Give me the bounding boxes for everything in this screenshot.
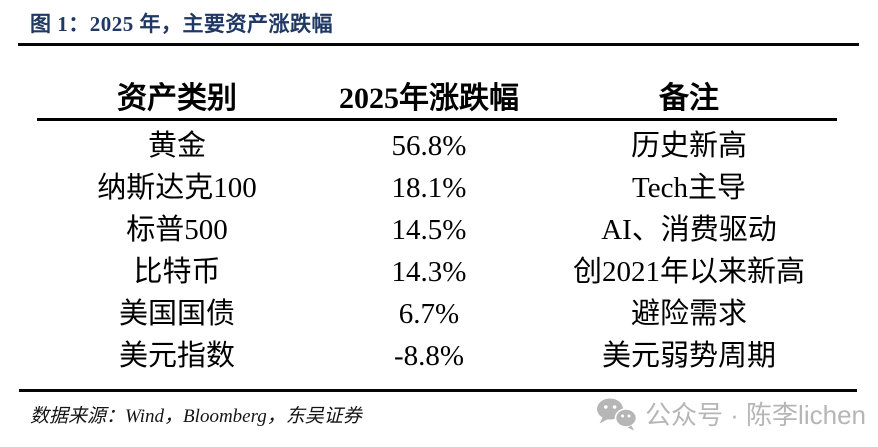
- watermark-label: 公众号 · 陈李lichen: [644, 400, 866, 430]
- wechat-icon: [596, 398, 638, 430]
- table-header-row: 资产类别 2025年涨跌幅 备注: [37, 80, 837, 121]
- data-source: 数据来源：Wind，Bloomberg，东吴证券: [30, 406, 362, 427]
- cell-note: Tech主导: [632, 172, 746, 204]
- table-row: 比特币 14.3% 创2021年以来新高: [37, 251, 837, 293]
- cell-note: 美元弱势周期: [601, 340, 776, 372]
- cell-change: 6.7%: [398, 298, 460, 330]
- cell-change: 14.3%: [391, 256, 467, 288]
- cell-asset: 美元指数: [118, 340, 235, 372]
- cell-note: 创2021年以来新高: [572, 256, 805, 288]
- table-row: 黄金 56.8% 历史新高: [37, 125, 837, 167]
- figure-title: 图 1：2025 年，主要资产涨跌幅: [30, 12, 333, 36]
- cell-change: 18.1%: [391, 172, 467, 204]
- column-header-2025-change: 2025年涨跌幅: [339, 82, 519, 115]
- column-header-notes: 备注: [659, 82, 719, 115]
- cell-asset: 比特币: [133, 256, 221, 288]
- cell-note: 历史新高: [630, 130, 747, 162]
- cell-asset: 标普500: [126, 214, 228, 246]
- table-row: 标普500 14.5% AI、消费驱动: [37, 209, 837, 251]
- cell-note: 避险需求: [630, 298, 747, 330]
- title-divider: [18, 43, 859, 46]
- table-row: 美国国债 6.7% 避险需求: [37, 293, 837, 335]
- cell-change: -8.8%: [393, 340, 465, 372]
- cell-asset: 美国国债: [118, 298, 235, 330]
- table-row: 纳斯达克100 18.1% Tech主导: [37, 167, 837, 209]
- watermark: 公众号 · 陈李lichen: [596, 395, 866, 432]
- cell-change: 56.8%: [391, 130, 467, 162]
- column-header-asset-class: 资产类别: [117, 82, 237, 115]
- table-body: 黄金 56.8% 历史新高 纳斯达克100 18.1% Tech主导 标普500…: [37, 121, 837, 377]
- cell-change: 14.5%: [391, 214, 467, 246]
- cell-note: AI、消费驱动: [601, 214, 777, 246]
- cell-asset: 纳斯达克100: [97, 172, 257, 204]
- asset-table: 资产类别 2025年涨跌幅 备注 黄金 56.8% 历史新高 纳斯达克100 1…: [37, 80, 837, 377]
- table-row: 美元指数 -8.8% 美元弱势周期: [37, 335, 837, 377]
- cell-asset: 黄金: [147, 130, 206, 162]
- footer-divider: [19, 389, 857, 392]
